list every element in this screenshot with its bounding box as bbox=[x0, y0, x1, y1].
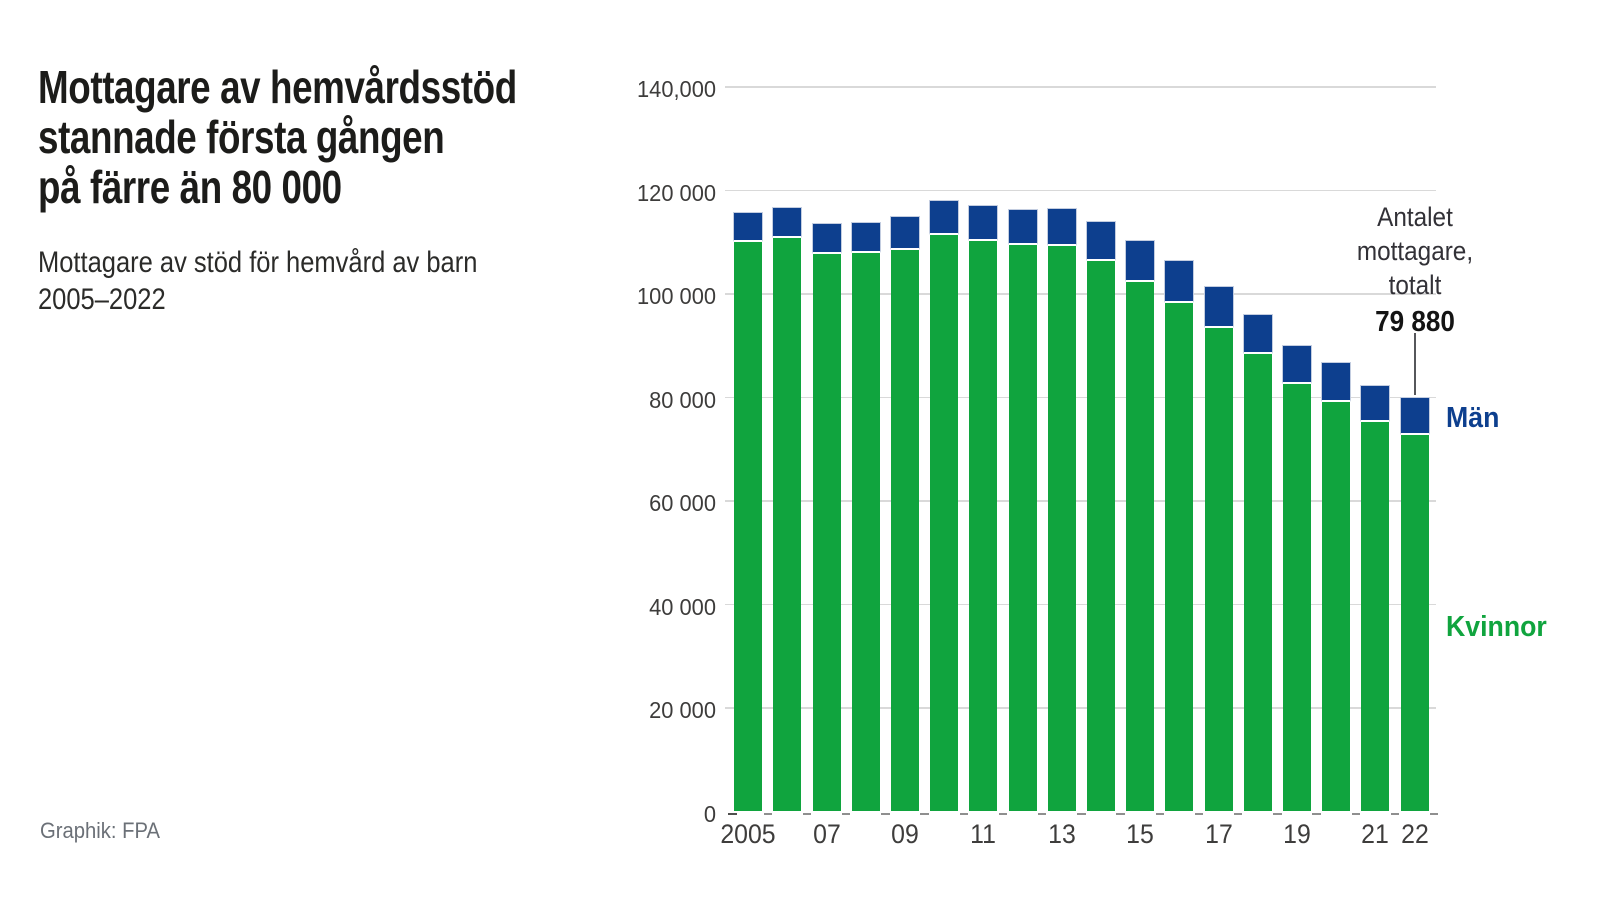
subtitle-line-1: Mottagare av stöd för hemvård av barn bbox=[38, 246, 478, 279]
bar-2016-man bbox=[1164, 260, 1195, 304]
x-axis-tick-dash bbox=[842, 813, 851, 816]
bar-2013-kvinnor bbox=[1047, 244, 1076, 812]
chart-subtitle: Mottagare av stöd för hemvård av barn 20… bbox=[38, 244, 477, 318]
x-axis-tick-dash bbox=[1116, 813, 1125, 816]
x-axis-tick-dash bbox=[1273, 813, 1282, 816]
bar-2018-man bbox=[1242, 314, 1273, 354]
bar-2020-kvinnor bbox=[1322, 399, 1351, 812]
legend-label-man: Män bbox=[1446, 402, 1500, 434]
bar-2008-kvinnor bbox=[851, 251, 880, 812]
gridline-80000 bbox=[725, 396, 1436, 399]
x-axis-tick-dash bbox=[881, 813, 890, 816]
gridline-60000 bbox=[725, 500, 1436, 502]
x-axis-zero-tick bbox=[728, 812, 737, 815]
gridline-120000 bbox=[725, 189, 1436, 192]
bar-2019-man bbox=[1282, 344, 1312, 384]
y-axis-tick-label: 100 000 bbox=[637, 283, 716, 309]
x-axis-tick-dash bbox=[1155, 813, 1164, 816]
x-axis-tick-dash bbox=[802, 813, 812, 816]
bar-2015-kvinnor bbox=[1126, 280, 1155, 812]
x-axis-label-2022: 22 bbox=[1400, 819, 1429, 849]
bar-2005-man bbox=[733, 212, 764, 243]
x-axis-tick-dash bbox=[1038, 813, 1047, 816]
x-axis-tick-dash bbox=[1351, 813, 1360, 816]
total-annotation: Antalet mottagare, totalt 79 880 bbox=[1307, 200, 1523, 339]
y-axis-tick-label: 20 000 bbox=[649, 697, 716, 723]
x-axis-label-2007: 07 bbox=[812, 819, 841, 849]
title-line-2: stannade första gången bbox=[38, 111, 445, 163]
bar-2007-kvinnor bbox=[812, 252, 841, 812]
bar-2021-man bbox=[1360, 385, 1391, 422]
source-credit: Graphik: FPA bbox=[40, 818, 160, 843]
x-axis-tick-dash bbox=[1077, 813, 1086, 816]
bar-2015-man bbox=[1125, 240, 1156, 283]
title-line-3: på färre än 80 000 bbox=[38, 161, 342, 213]
bar-2019-kvinnor bbox=[1283, 381, 1311, 812]
x-axis-label-2019: 19 bbox=[1283, 819, 1311, 849]
gridline-40000 bbox=[725, 603, 1436, 606]
bar-2010-man bbox=[929, 200, 960, 235]
gridline-20000 bbox=[725, 707, 1436, 709]
y-axis-tick-label: 120 000 bbox=[637, 179, 716, 206]
x-axis-tick-dash bbox=[959, 813, 968, 816]
page-title: Mottagare av hemvårdsstöd stannade först… bbox=[38, 62, 517, 212]
x-axis-label-2005: 2005 bbox=[720, 819, 776, 849]
bar-2005-kvinnor bbox=[734, 240, 763, 812]
y-axis-tick-label: 80 000 bbox=[649, 386, 716, 413]
annotation-pointer-line bbox=[1414, 333, 1416, 395]
bar-2007-man bbox=[811, 222, 842, 255]
bar-2006-kvinnor bbox=[773, 235, 802, 812]
title-line-1: Mottagare av hemvårdsstöd bbox=[38, 61, 517, 113]
bar-2010-kvinnor bbox=[930, 232, 959, 812]
x-axis-label-2013: 13 bbox=[1047, 819, 1076, 849]
annotation-line-3: totalt bbox=[1388, 270, 1442, 300]
x-axis-tick-dash bbox=[1312, 813, 1321, 816]
bar-2017-kvinnor bbox=[1204, 325, 1233, 812]
gridline-140000 bbox=[725, 86, 1436, 88]
y-axis-tick-label: 0 bbox=[703, 800, 716, 827]
bar-2012-kvinnor bbox=[1008, 243, 1037, 812]
bar-2014-kvinnor bbox=[1087, 259, 1115, 812]
bar-2016-kvinnor bbox=[1165, 301, 1194, 812]
x-axis-label-2017: 17 bbox=[1204, 819, 1233, 849]
x-axis-tick-dash bbox=[920, 813, 929, 816]
bar-2022-man bbox=[1399, 397, 1430, 435]
x-axis-tick-dash bbox=[763, 813, 772, 816]
legend-label-kvinnor: Kvinnor bbox=[1446, 611, 1547, 643]
bar-2013-man bbox=[1046, 208, 1077, 247]
x-axis-tick-dash bbox=[1194, 813, 1204, 816]
bar-2022-kvinnor bbox=[1400, 432, 1429, 812]
bar-2011-man bbox=[968, 204, 999, 241]
y-axis-tick-label: 60 000 bbox=[649, 490, 716, 516]
bar-2018-kvinnor bbox=[1243, 351, 1272, 812]
annotation-line-2: mottagare, bbox=[1356, 236, 1474, 266]
annotation-line-1: Antalet bbox=[1377, 202, 1453, 232]
y-axis-tick-label: 140,000 bbox=[637, 76, 716, 102]
bar-2006-man bbox=[772, 206, 803, 238]
x-axis-tick-dash bbox=[1390, 813, 1400, 816]
bar-2009-kvinnor bbox=[891, 247, 919, 812]
subtitle-line-2: 2005–2022 bbox=[38, 283, 166, 316]
gridline-100000 bbox=[725, 293, 1436, 295]
bar-2021-kvinnor bbox=[1361, 419, 1390, 812]
bar-2020-man bbox=[1321, 361, 1352, 402]
x-axis-label-2021: 21 bbox=[1361, 819, 1390, 849]
x-axis-label-2015: 15 bbox=[1126, 819, 1155, 849]
bar-2014-man bbox=[1086, 220, 1116, 262]
x-axis-tick-dash bbox=[998, 813, 1008, 816]
x-axis-label-2009: 09 bbox=[891, 819, 919, 849]
bar-2008-man bbox=[850, 221, 881, 254]
x-axis-tick-dash bbox=[1234, 813, 1243, 816]
bar-2012-man bbox=[1007, 209, 1038, 246]
x-axis-tick-dash bbox=[1430, 813, 1439, 816]
x-axis-label-2011: 11 bbox=[970, 819, 997, 849]
annotation-total-value: 79 880 bbox=[1375, 306, 1455, 338]
y-axis-tick-label: 40 000 bbox=[649, 593, 716, 620]
bar-2017-man bbox=[1203, 286, 1234, 328]
bar-2009-man bbox=[890, 216, 920, 250]
bar-2011-kvinnor bbox=[969, 238, 998, 812]
